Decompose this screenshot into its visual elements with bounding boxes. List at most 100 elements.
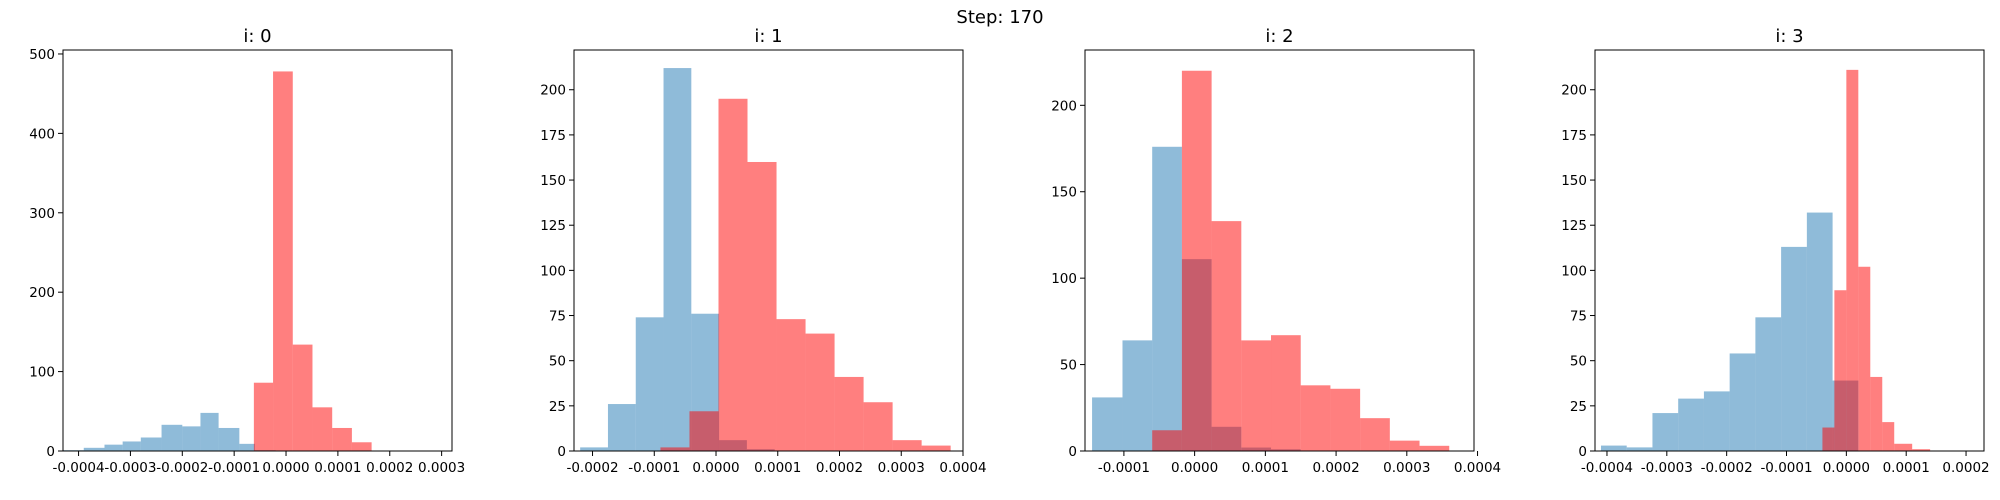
- axes-frame: [1594, 49, 1985, 452]
- histogram-bar: [1419, 445, 1450, 451]
- histogram-bar: [239, 443, 255, 451]
- y-tick-label: 0: [557, 444, 566, 460]
- x-tick-label: -0.0001: [628, 460, 680, 476]
- histogram-bar: [273, 71, 293, 451]
- x-tick-label: 0.0002: [366, 460, 413, 476]
- histogram-bar: [1626, 447, 1653, 451]
- x-tick-label: -0.0003: [1641, 460, 1693, 476]
- histogram-bar: [1755, 317, 1782, 451]
- y-tick-label: 50: [1570, 354, 1587, 370]
- x-tick-label: 0.0003: [418, 460, 465, 476]
- figure-title: Step: 170: [956, 7, 1044, 28]
- histogram-bar: [718, 98, 748, 452]
- histogram-bar: [805, 333, 835, 451]
- histogram-bar: [607, 404, 636, 451]
- histogram-bar: [1122, 340, 1153, 451]
- histogram-bar: [312, 407, 333, 451]
- axes-frame: [573, 49, 964, 452]
- histogram-bar: [1181, 70, 1212, 452]
- x-tick-label: -0.0001: [1098, 460, 1150, 476]
- x-tick-label: 0.0003: [878, 460, 925, 476]
- x-tick-label: -0.0002: [566, 460, 618, 476]
- histogram-bar: [1271, 335, 1301, 451]
- y-tick-label: 175: [1561, 128, 1587, 144]
- x-tick-label: -0.0002: [156, 460, 208, 476]
- y-tick-label: 25: [549, 399, 566, 415]
- y-tick-label: 0: [46, 444, 55, 460]
- histogram-bar: [1389, 440, 1420, 451]
- histogram-bar: [218, 427, 240, 451]
- y-tick-label: 50: [1060, 358, 1077, 374]
- y-tick-label: 175: [540, 128, 566, 144]
- histogram-bar: [1360, 418, 1390, 451]
- histogram-bar: [122, 441, 141, 451]
- x-tick-label: 0.0001: [754, 460, 801, 476]
- y-tick-label: 100: [540, 263, 566, 279]
- histogram-bar: [1912, 449, 1931, 451]
- x-tick-label: 0.0000: [1171, 460, 1218, 476]
- x-tick-label: -0.0004: [1581, 460, 1633, 476]
- x-tick-label: -0.0004: [53, 460, 105, 476]
- histogram-bar: [253, 382, 274, 451]
- y-tick-label: 50: [549, 354, 566, 370]
- histogram-bar: [1806, 212, 1833, 451]
- histogram-bar: [161, 424, 183, 451]
- y-tick-label: 75: [1570, 309, 1587, 325]
- axes-frame: [62, 49, 453, 452]
- histogram-bar: [1781, 246, 1807, 451]
- x-tick-label: 0.0000: [1823, 460, 1870, 476]
- subplot-title: i: 0: [243, 26, 271, 47]
- histogram-bar: [747, 161, 777, 452]
- histogram-bar: [1882, 422, 1895, 451]
- histogram-bar: [1152, 430, 1182, 451]
- histogram-bar: [776, 319, 806, 451]
- y-tick-label: 200: [1561, 83, 1587, 99]
- y-tick-label: 100: [1051, 271, 1077, 287]
- y-tick-label: 125: [540, 218, 566, 234]
- histogram-bar: [921, 445, 951, 451]
- x-tick-label: 0.0000: [262, 460, 309, 476]
- histogram-bar: [1870, 376, 1883, 451]
- histogram-bar: [1729, 353, 1756, 451]
- y-tick-label: 0: [1578, 444, 1587, 460]
- subplot-2: 0 50 100 150 200 -0.0001 0.0000 0.0001 0.0002 0.0…: [1051, 26, 1501, 476]
- y-tick-label: 150: [1561, 173, 1587, 189]
- histogram-bar: [863, 402, 893, 451]
- histogram-bar: [1703, 391, 1730, 451]
- x-tick-label: 0.0003: [1383, 460, 1430, 476]
- x-tick-label: 0.0004: [939, 460, 986, 476]
- axes-frame: [1084, 49, 1475, 452]
- histogram-bar: [1152, 146, 1182, 452]
- histogram-bar: [1858, 266, 1871, 451]
- histogram-bar: [892, 440, 922, 451]
- x-tick-label: 0.0002: [1312, 460, 1359, 476]
- x-tick-label: 0.0000: [692, 460, 739, 476]
- histogram-bar: [660, 447, 690, 451]
- x-tick-label: 0.0001: [314, 460, 361, 476]
- histogram-bar: [1652, 413, 1679, 451]
- histogram-bar: [635, 317, 664, 451]
- y-tick-label: 200: [1051, 98, 1077, 114]
- histogram-bar: [1092, 397, 1123, 451]
- histogram-bar: [689, 411, 719, 451]
- subplot-title: i: 2: [1265, 26, 1293, 47]
- x-tick-label: 0.0002: [816, 460, 863, 476]
- y-tick-label: 150: [540, 173, 566, 189]
- histogram-bar: [1300, 385, 1331, 451]
- histogram-bar: [1211, 221, 1242, 451]
- y-tick-label: 150: [1051, 185, 1077, 201]
- subplot-title: i: 3: [1775, 26, 1803, 47]
- y-tick-label: 75: [549, 309, 566, 325]
- histogram-bar: [292, 344, 313, 451]
- y-tick-label: 125: [1561, 218, 1587, 234]
- subplot-3: 0 25 50 75 100 125 150 175 200 -0.0004 -0.0003 -0.0…: [1561, 26, 1989, 476]
- histogram-bar: [332, 427, 352, 451]
- subplot-0: 0 100 200 300 400 500 -0.0004 -0.0003 -0.0002 -0.…: [29, 26, 465, 476]
- x-tick-label: -0.0001: [1760, 460, 1812, 476]
- y-tick-label: 200: [540, 83, 566, 99]
- histogram-bar: [200, 412, 219, 451]
- histogram-bar: [580, 447, 608, 451]
- histogram-bar: [1846, 69, 1859, 452]
- x-tick-label: -0.0002: [1701, 460, 1753, 476]
